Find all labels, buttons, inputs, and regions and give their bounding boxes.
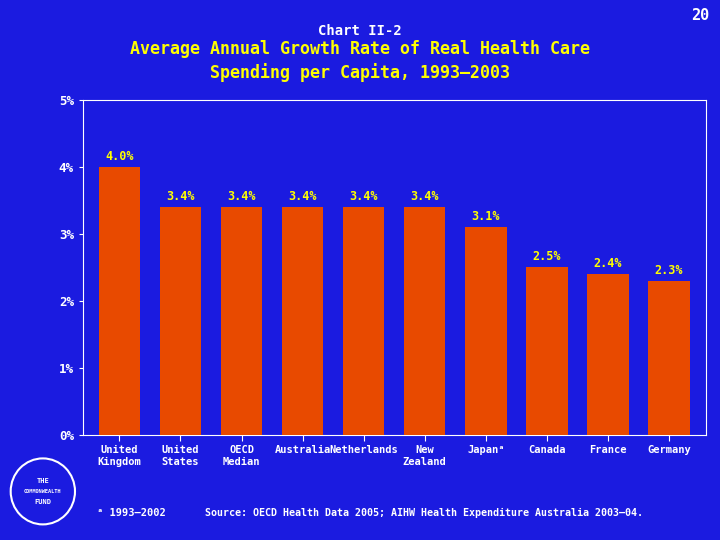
Text: FUND: FUND (35, 499, 51, 505)
Text: THE: THE (37, 478, 49, 484)
Bar (526, 267, 567, 435)
Bar (343, 207, 384, 435)
Text: 3.4%: 3.4% (289, 190, 317, 203)
Text: COMMONWEALTH: COMMONWEALTH (24, 489, 62, 494)
Bar (282, 207, 323, 435)
Text: Chart II-2: Chart II-2 (318, 24, 402, 38)
Bar (465, 227, 507, 435)
Text: 2.5%: 2.5% (533, 250, 561, 264)
Text: Source: OECD Health Data 2005; AIHW Health Expenditure Australia 2003–04.: Source: OECD Health Data 2005; AIHW Heal… (205, 508, 643, 518)
Bar (648, 281, 690, 435)
Text: 3.4%: 3.4% (166, 190, 194, 203)
Text: 3.1%: 3.1% (472, 210, 500, 223)
Bar (99, 167, 140, 435)
Bar (160, 207, 202, 435)
Text: 20: 20 (691, 8, 709, 23)
Bar (587, 274, 629, 435)
Text: 3.4%: 3.4% (410, 190, 439, 203)
Text: Average Annual Growth Rate of Real Health Care
Spending per Capita, 1993–2003: Average Annual Growth Rate of Real Healt… (130, 40, 590, 82)
Text: 3.4%: 3.4% (228, 190, 256, 203)
Text: 3.4%: 3.4% (349, 190, 378, 203)
Text: 2.3%: 2.3% (654, 264, 683, 276)
Text: 4.0%: 4.0% (105, 150, 134, 163)
Bar (404, 207, 446, 435)
Text: 2.4%: 2.4% (594, 257, 622, 270)
Text: ᵃ 1993–2002: ᵃ 1993–2002 (97, 508, 166, 518)
Bar (221, 207, 262, 435)
